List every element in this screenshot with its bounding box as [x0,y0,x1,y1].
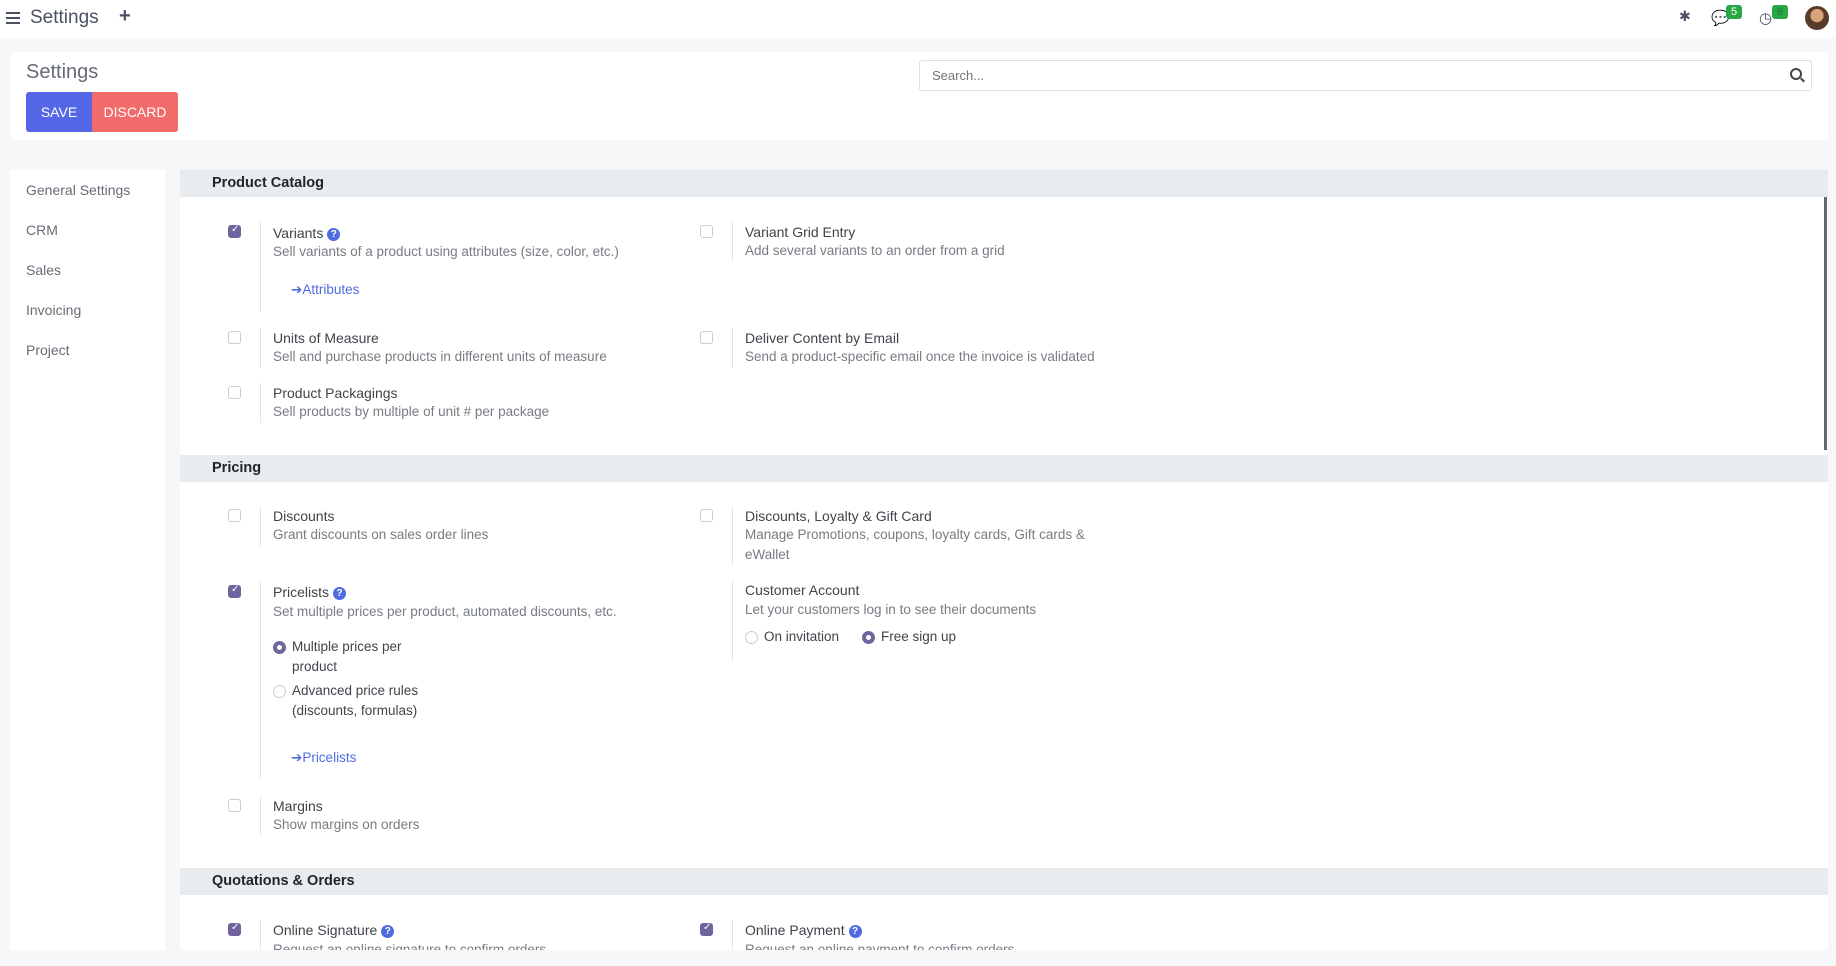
sidebar-item-crm[interactable]: CRM [26,222,58,238]
arrow-right-icon: ➔ [291,282,303,297]
variant-grid-title: Variant Grid Entry [745,224,856,240]
deliver-content-desc: Send a product-specific email once the i… [745,349,1095,364]
variant-grid-checkbox[interactable] [700,225,713,238]
variants-checkbox[interactable] [228,224,241,238]
debug-bug-icon[interactable]: ✱ [1679,8,1691,24]
divider [260,582,261,778]
sidebar-item-general-settings[interactable]: General Settings [26,182,131,198]
online-signature-checkbox[interactable] [228,922,241,936]
discard-button[interactable]: DISCARD [92,92,178,132]
activities-badge: 6 [1772,5,1789,19]
on-invitation-label[interactable]: On invitation [764,629,840,644]
uom-desc: Sell and purchase products in different … [273,349,607,364]
variant-grid-desc: Add several variants to an order from a … [745,243,1005,258]
divider [732,580,733,662]
divider [260,796,261,836]
online-payment-checkbox[interactable] [700,922,713,936]
online-payment-title: Online Payment [745,922,845,938]
help-icon[interactable]: ? [381,925,395,938]
help-icon[interactable]: ? [848,925,862,938]
new-tab-plus-icon[interactable]: + [119,5,131,27]
packagings-desc: Sell products by multiple of unit # per … [273,404,550,419]
section-header-pricing: Pricing [180,455,1828,482]
pricelists-title: Pricelists [273,584,330,600]
advanced-rules-radio[interactable] [273,685,286,698]
pricelists-link[interactable]: ➔Pricelists [291,750,357,765]
search-input[interactable] [919,60,1812,91]
online-payment-desc: Request an online payment to confirm ord… [745,942,1015,950]
on-invitation-radio[interactable] [745,631,758,644]
online-signature-title: Online Signature [273,922,378,938]
packagings-checkbox[interactable] [228,386,241,399]
variants-title: Variants [273,225,324,241]
margins-title: Margins [273,798,323,814]
arrow-right-icon: ➔ [291,750,303,765]
discounts-desc: Grant discounts on sales order lines [273,527,489,542]
sidebar-item-sales[interactable]: Sales [26,262,62,278]
online-signature-desc: Request an online signature to confirm o… [273,942,547,950]
uom-title: Units of Measure [273,330,379,346]
search-icon[interactable] [1790,68,1802,80]
settings-sidebar: General Settings CRM Sales Invoicing Pro… [10,170,165,950]
sidebar-item-invoicing[interactable]: Invoicing [26,302,82,318]
save-button[interactable]: SAVE [26,92,92,132]
packagings-title: Product Packagings [273,385,398,401]
messages-icon[interactable]: 💬 [1711,10,1730,27]
discounts-checkbox[interactable] [228,509,241,522]
menu-icon[interactable] [6,12,20,24]
app-title: Settings [30,7,99,28]
divider [260,222,261,312]
divider [732,506,733,566]
messages-badge: 5 [1726,5,1743,19]
free-signup-label[interactable]: Free sign up [881,629,957,644]
customer-account-title: Customer Account [745,582,860,598]
control-panel: Settings SAVE DISCARD [10,52,1828,140]
loyalty-title: Discounts, Loyalty & Gift Card [745,508,932,524]
loyalty-desc: Manage Promotions, coupons, loyalty card… [745,527,1085,562]
divider [732,920,733,950]
margins-checkbox[interactable] [228,799,241,812]
divider [260,328,261,368]
sidebar-item-project[interactable]: Project [26,342,70,358]
pricelists-checkbox[interactable] [228,584,241,598]
divider [732,222,733,262]
deliver-content-checkbox[interactable] [700,331,713,344]
multiple-prices-radio[interactable] [273,641,286,654]
activities-clock-icon[interactable]: ◷ [1759,10,1773,27]
help-icon[interactable]: ? [327,228,341,241]
free-signup-radio[interactable] [862,631,875,644]
pricelists-setting: Pricelists? [273,584,347,600]
deliver-content-title: Deliver Content by Email [745,330,900,346]
online-payment-setting: Online Payment? [745,922,862,938]
loyalty-checkbox[interactable] [700,509,713,522]
margins-desc: Show margins on orders [273,817,420,832]
page-title: Settings [26,61,99,83]
variants-desc: Sell variants of a product using attribu… [273,244,619,259]
divider [260,920,261,950]
top-navbar: Settings + ✱ 💬 5 ◷ 6 [0,0,1836,38]
discounts-title: Discounts [273,508,335,524]
online-signature-setting: Online Signature? [273,922,395,938]
advanced-rules-label[interactable]: Advanced price rules (discounts, formula… [292,683,419,718]
help-icon[interactable]: ? [333,587,347,600]
section-header-product-catalog: Product Catalog [180,170,1828,197]
uom-checkbox[interactable] [228,331,241,344]
attributes-link[interactable]: ➔Attributes [291,282,360,297]
variants-setting: Variants? [273,225,341,241]
pricelists-desc: Set multiple prices per product, automat… [273,604,617,619]
scrollbar[interactable] [1824,170,1827,450]
divider [732,328,733,368]
divider [260,383,261,423]
settings-content: Product Catalog Variants? Sell variants … [180,170,1828,950]
customer-account-desc: Let your customers log in to see their d… [745,602,1037,617]
divider [260,506,261,546]
section-header-quotations-orders: Quotations & Orders [180,868,1828,895]
user-avatar[interactable] [1805,6,1829,30]
multiple-prices-label[interactable]: Multiple prices per product [292,639,402,674]
